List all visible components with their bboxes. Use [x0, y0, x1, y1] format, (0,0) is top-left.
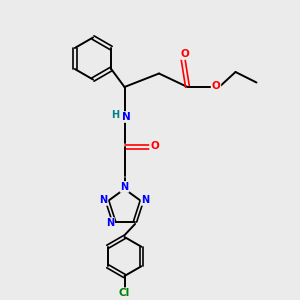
Text: N: N	[120, 182, 129, 192]
Text: O: O	[181, 49, 190, 59]
Text: N: N	[142, 195, 150, 205]
Text: H: H	[111, 110, 120, 120]
Text: Cl: Cl	[119, 288, 130, 298]
Text: N: N	[99, 195, 107, 205]
Text: N: N	[122, 112, 131, 122]
Text: N: N	[106, 218, 114, 228]
Text: O: O	[212, 81, 220, 91]
Text: O: O	[150, 141, 159, 151]
